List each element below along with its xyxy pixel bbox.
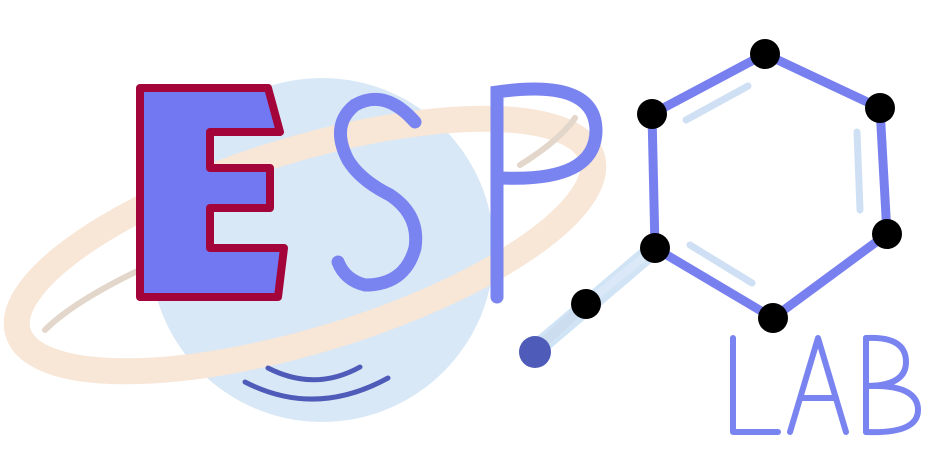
atom (640, 233, 670, 263)
atom (872, 219, 902, 249)
letter-e-shape (136, 84, 288, 301)
atom (865, 93, 895, 123)
benzene-molecule-icon (519, 39, 902, 368)
letter-p-shape (490, 82, 603, 304)
atom (637, 99, 667, 129)
atom (571, 289, 601, 319)
letter-s-shape (331, 92, 423, 292)
lab-lettering (730, 334, 921, 436)
atom (758, 303, 788, 333)
end-atom (519, 336, 551, 368)
atom (750, 39, 780, 69)
planet-smile-icon (242, 364, 391, 402)
